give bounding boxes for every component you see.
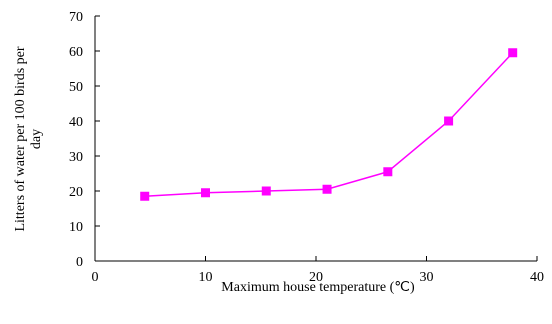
y-tick-label: 10 (69, 220, 83, 235)
series-line (144, 52, 514, 197)
y-tick-label: 60 (69, 45, 83, 60)
x-ticks: 0 10 20 30 40 (92, 256, 544, 285)
data-point-marker (322, 184, 332, 194)
x-axis: 0 10 20 30 40 (92, 256, 544, 285)
data-point-marker (383, 167, 393, 177)
y-tick-label: 30 (69, 150, 83, 165)
x-tick-label: 10 (199, 270, 213, 285)
data-point-marker (508, 48, 518, 58)
y-axis: 0 10 20 30 40 50 60 70 (69, 10, 100, 270)
x-tick-label: 20 (309, 270, 323, 285)
data-point-marker (140, 191, 150, 201)
y-tick-label: 50 (69, 80, 83, 95)
y-tick-label: 70 (69, 10, 83, 25)
data-point-marker (444, 116, 454, 126)
y-tick-label: 20 (69, 185, 83, 200)
y-tick-label: 0 (76, 255, 83, 270)
y-ticks: 0 10 20 30 40 50 60 70 (69, 10, 100, 270)
x-axis-title: Maximum house temperature (℃) (221, 280, 415, 295)
series-layer (140, 48, 518, 201)
data-point-marker (261, 186, 271, 196)
data-point-marker (201, 188, 210, 198)
y-axis-title-line-2: day (29, 129, 44, 149)
x-tick-label: 30 (420, 270, 434, 285)
x-tick-label: 40 (530, 270, 544, 285)
x-tick-label: 0 (92, 270, 99, 285)
y-axis-title-line-1: Litters of water per 100 birds per (13, 46, 28, 231)
y-tick-label: 40 (69, 115, 83, 130)
